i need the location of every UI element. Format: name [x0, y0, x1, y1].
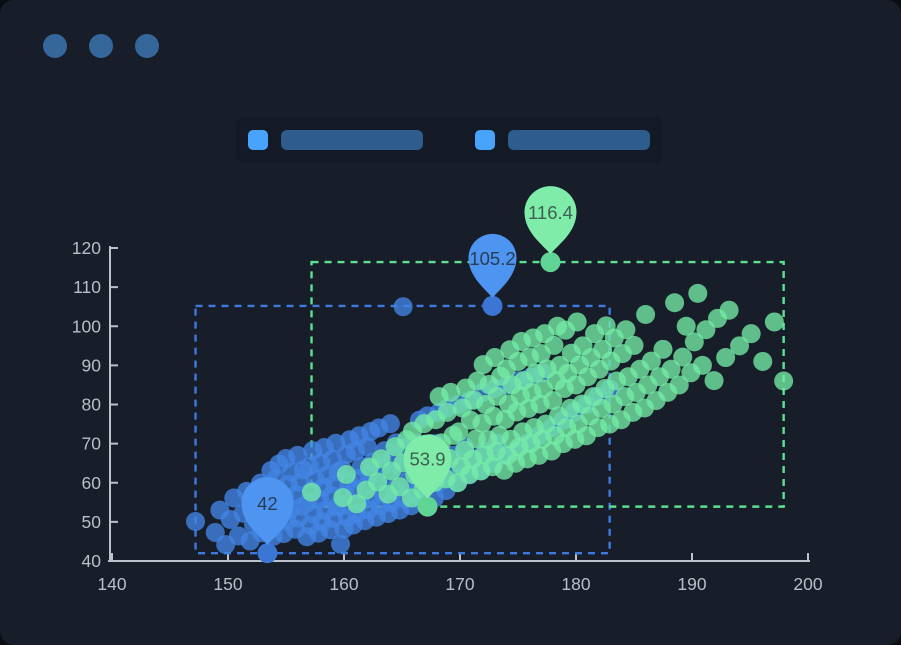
window-dot-1[interactable]	[43, 34, 67, 58]
pin-anchor-dot	[482, 295, 503, 316]
green-series-point[interactable]	[704, 371, 724, 391]
x-axis-tick-label: 190	[677, 574, 706, 594]
blue-series-point[interactable]	[288, 445, 308, 465]
x-axis-tick-label: 200	[793, 574, 822, 594]
blue-series-max-pin[interactable]: 105.2	[468, 233, 517, 316]
blue-series-point[interactable]	[331, 534, 351, 554]
y-axis-tick-label: 120	[72, 238, 101, 258]
green-series-point[interactable]	[636, 305, 656, 325]
blue-series-min-pin[interactable]: 42	[241, 477, 294, 564]
x-axis-tick-label: 140	[97, 574, 126, 594]
green-series-point[interactable]	[544, 335, 564, 355]
green-series-point[interactable]	[567, 312, 587, 332]
pin-value-label: 53.9	[410, 449, 446, 470]
y-axis-tick-label: 50	[82, 512, 102, 532]
green-series-point[interactable]	[676, 316, 696, 336]
y-axis-tick-label: 80	[82, 395, 102, 415]
green-series-point[interactable]	[336, 465, 356, 485]
green-series-point[interactable]	[688, 283, 708, 303]
legend-swatch-icon	[475, 130, 495, 150]
green-series-point[interactable]	[741, 324, 761, 344]
pin-value-label: 105.2	[469, 248, 515, 269]
y-axis-tick-label: 40	[82, 551, 102, 571]
green-series-point[interactable]	[441, 382, 461, 402]
green-series-point[interactable]	[661, 359, 681, 379]
pin-anchor-dot	[417, 496, 438, 517]
green-series-point[interactable]	[449, 422, 469, 442]
green-series-point[interactable]	[692, 355, 712, 375]
y-axis-tick-label: 100	[72, 316, 101, 336]
green-series-point[interactable]	[543, 391, 563, 411]
y-axis-tick-label: 60	[82, 473, 102, 493]
legend-item-1[interactable]	[248, 130, 423, 150]
blue-series-point[interactable]	[186, 511, 206, 531]
y-axis-tick-label: 70	[82, 434, 102, 454]
blue-series-point[interactable]	[357, 437, 377, 457]
blue-series-point[interactable]	[393, 297, 413, 317]
window-controls	[43, 34, 159, 58]
green-series-point[interactable]	[753, 351, 773, 371]
green-series-point[interactable]	[719, 300, 739, 320]
green-series-point[interactable]	[437, 402, 457, 422]
green-series-point[interactable]	[485, 348, 505, 368]
pin-balloon-icon	[403, 434, 452, 499]
x-axis-tick-label: 150	[213, 574, 242, 594]
green-series-points	[302, 252, 794, 517]
green-series-point[interactable]	[347, 494, 367, 514]
window-dot-2[interactable]	[89, 34, 113, 58]
legend-label-bar	[508, 130, 650, 150]
green-series-point[interactable]	[390, 477, 410, 497]
blue-series-point[interactable]	[380, 414, 400, 434]
green-series-point[interactable]	[641, 351, 661, 371]
y-axis-tick-label: 90	[82, 355, 102, 375]
green-series-point[interactable]	[684, 332, 704, 352]
green-series-max-pin[interactable]: 116.4	[524, 186, 577, 273]
green-series-point[interactable]	[696, 320, 716, 340]
window-dot-3[interactable]	[135, 34, 159, 58]
pin-anchor-dot	[540, 252, 561, 273]
x-axis-tick-label: 180	[561, 574, 590, 594]
green-series-point[interactable]	[302, 482, 322, 502]
y-axis-tick-label: 110	[73, 277, 101, 297]
green-series-point[interactable]	[730, 336, 750, 356]
green-series-point[interactable]	[616, 320, 636, 340]
green-series-point[interactable]	[665, 293, 685, 313]
green-series-point[interactable]	[716, 348, 736, 368]
green-series-min-pin[interactable]: 53.9	[403, 434, 452, 517]
pin-balloon-icon	[468, 233, 517, 298]
legend-item-2[interactable]	[475, 130, 650, 150]
pin-value-label: 42	[257, 493, 278, 514]
x-axis-tick-label: 170	[445, 574, 474, 594]
legend-swatch-icon	[248, 130, 268, 150]
pin-anchor-dot	[257, 543, 278, 564]
green-series-point[interactable]	[673, 347, 693, 367]
chart-legend	[236, 117, 663, 163]
pin-balloon-icon	[241, 477, 294, 546]
x-axis-tick-label: 160	[329, 574, 358, 594]
green-series-point[interactable]	[653, 339, 673, 359]
pin-balloon-icon	[524, 186, 577, 255]
green-series-point[interactable]	[669, 375, 689, 395]
pin-value-label: 116.4	[528, 202, 573, 223]
green-series-point[interactable]	[774, 371, 794, 391]
green-series-point[interactable]	[764, 312, 784, 332]
legend-label-bar	[281, 130, 423, 150]
green-series-point[interactable]	[624, 335, 644, 355]
